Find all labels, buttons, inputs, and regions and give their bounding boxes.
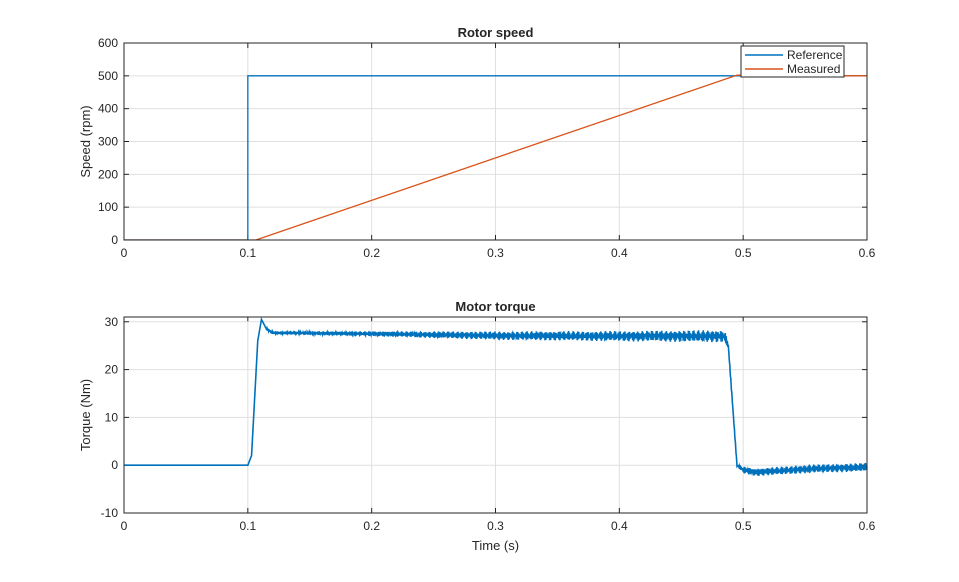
torque-line: [124, 316, 868, 477]
y-tick-label: 0: [111, 458, 118, 472]
x-tick-label: 0.1: [239, 246, 256, 260]
y-tick-label: 400: [98, 102, 118, 116]
x-tick-label: 0: [121, 246, 128, 260]
y-tick-label: 600: [98, 36, 118, 50]
x-tick-label: 0.5: [735, 246, 752, 260]
x-tick-label: 0.2: [363, 246, 380, 260]
legend-box: [740, 45, 845, 78]
axes-box: [123, 316, 868, 514]
y-tick-label: 0: [111, 233, 118, 247]
axes-title: Rotor speed: [458, 25, 534, 40]
x-tick-label: 0.4: [611, 519, 628, 533]
y-tick-label: 500: [98, 69, 118, 83]
y-tick-label: 10: [105, 410, 119, 424]
y-tick-label: 30: [105, 315, 119, 329]
x-tick-label: 0.3: [487, 519, 504, 533]
y-tick-label: 200: [98, 167, 118, 181]
x-tick-label: 0.6: [859, 246, 876, 260]
y-tick-label: 20: [105, 363, 119, 377]
x-tick-label: 0: [121, 519, 128, 533]
axes-box: [123, 42, 868, 241]
x-tick-label: 0.1: [239, 519, 256, 533]
y-axis-label: Torque (Nm): [78, 379, 93, 451]
axes-title: Motor torque: [455, 299, 535, 314]
rotor-speed-axes: 0 0.1 0.2 0.3 0.4 0.5 0.6 0 100 200 300 400 500 600 Ro…: [78, 25, 876, 260]
x-tick-label: 0.4: [611, 246, 628, 260]
x-tick-label: 0.3: [487, 246, 504, 260]
x-tick-label: 0.5: [735, 519, 752, 533]
x-tick-label: 0.2: [363, 519, 380, 533]
legend-label-reference: Reference: [787, 48, 843, 62]
y-axis-label: Speed (rpm): [78, 105, 93, 177]
reference-line: [124, 75, 867, 240]
y-tick-label: 300: [98, 135, 118, 149]
x-axis-label: Time (s): [472, 538, 519, 553]
y-tick-label: 100: [98, 200, 118, 214]
y-tick-label: -10: [101, 506, 119, 520]
legend-label-measured: Measured: [787, 62, 840, 76]
x-tick-label: 0.6: [859, 519, 876, 533]
